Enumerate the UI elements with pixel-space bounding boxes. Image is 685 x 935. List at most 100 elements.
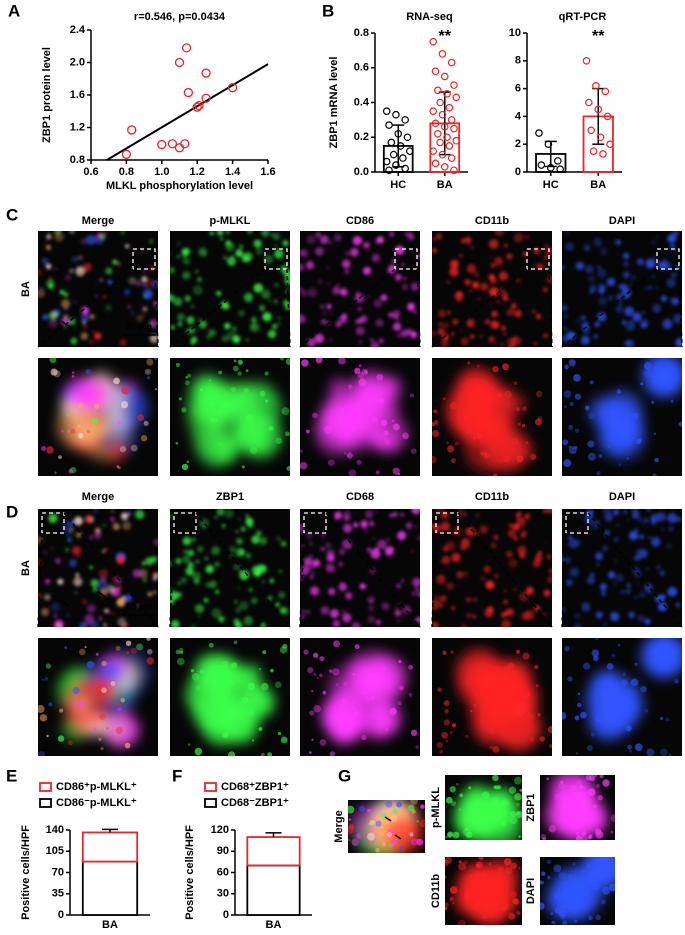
signal [322,311,327,316]
signal [651,240,656,244]
speckle [246,708,255,717]
bar-segment [81,860,139,916]
signal [320,304,325,309]
speckle [560,790,564,794]
speckle [307,667,314,674]
micrograph-signal [175,358,290,471]
signal [386,538,390,542]
signal [343,514,350,522]
speckle [562,920,568,925]
signal [520,530,528,537]
signal [307,287,318,298]
signal [308,541,313,546]
signal [43,593,51,601]
speckle [237,359,243,365]
speckle [44,677,49,681]
signal [89,565,93,570]
speckle [575,831,580,836]
signal [483,565,491,573]
panel-letter: A [8,1,20,20]
speckle [348,823,355,830]
data-point [180,139,190,149]
signal [613,537,619,542]
speckle [116,465,119,468]
signal [66,613,70,617]
zoom-guide [325,512,421,628]
signal [413,310,417,314]
signal [112,259,118,265]
data-point [429,107,438,115]
signal [614,239,621,245]
speckle [564,364,569,370]
signal [598,288,605,295]
micrograph-signal [348,800,425,853]
micrograph-signal [38,231,158,346]
speckle [452,901,455,905]
signal [83,262,92,272]
data-point [438,110,447,119]
signal [242,430,262,450]
speckle [471,821,474,824]
signal [662,319,673,329]
signal [46,237,50,241]
channel-label: p-MLKL [430,787,442,828]
speckle [634,743,643,752]
signal [493,572,500,580]
signal [620,589,625,594]
speckle [516,407,520,411]
signal [488,239,499,249]
signal [226,256,236,266]
signal [226,231,230,234]
signal [170,268,174,273]
speckle [359,805,366,812]
speckle [578,832,584,839]
speckle [493,695,498,700]
signal [69,231,75,234]
speckle [510,891,517,898]
speckle [563,390,572,398]
speckle [560,781,564,785]
speckle [524,691,531,698]
signal [355,319,360,324]
signal [308,554,313,559]
signal [480,576,486,581]
signal [660,295,668,302]
speckle [529,737,535,742]
data-point [445,142,454,150]
speckle [568,359,576,367]
speckle [181,407,187,413]
signal [282,240,289,247]
speckle [350,425,354,428]
channel-label: CD68 [346,491,374,503]
speckle [562,712,567,720]
signal [211,546,221,556]
speckle [119,445,127,453]
signal [125,244,130,249]
signal [564,327,568,331]
signal [84,514,93,524]
speckle [259,390,266,397]
signal-layer [300,231,420,347]
speckle [643,361,652,370]
signal [206,335,211,340]
signal [301,544,305,548]
signal [522,251,528,257]
micrograph-signal [562,638,682,756]
x-axis-label: MLKL phosphorylation level [106,180,253,192]
speckle [452,831,460,839]
signal [465,597,471,603]
speckle [516,709,525,718]
speckle [522,652,530,660]
signal [243,292,254,303]
arrow [61,320,70,328]
signal [332,286,341,295]
speckle [586,864,591,868]
channel-label: CD11b [430,874,442,909]
speckle [477,900,482,906]
signal [277,316,281,320]
signal [104,608,109,613]
signal [604,529,610,536]
signal [362,423,387,448]
speckle [455,782,459,786]
signal [397,334,401,338]
